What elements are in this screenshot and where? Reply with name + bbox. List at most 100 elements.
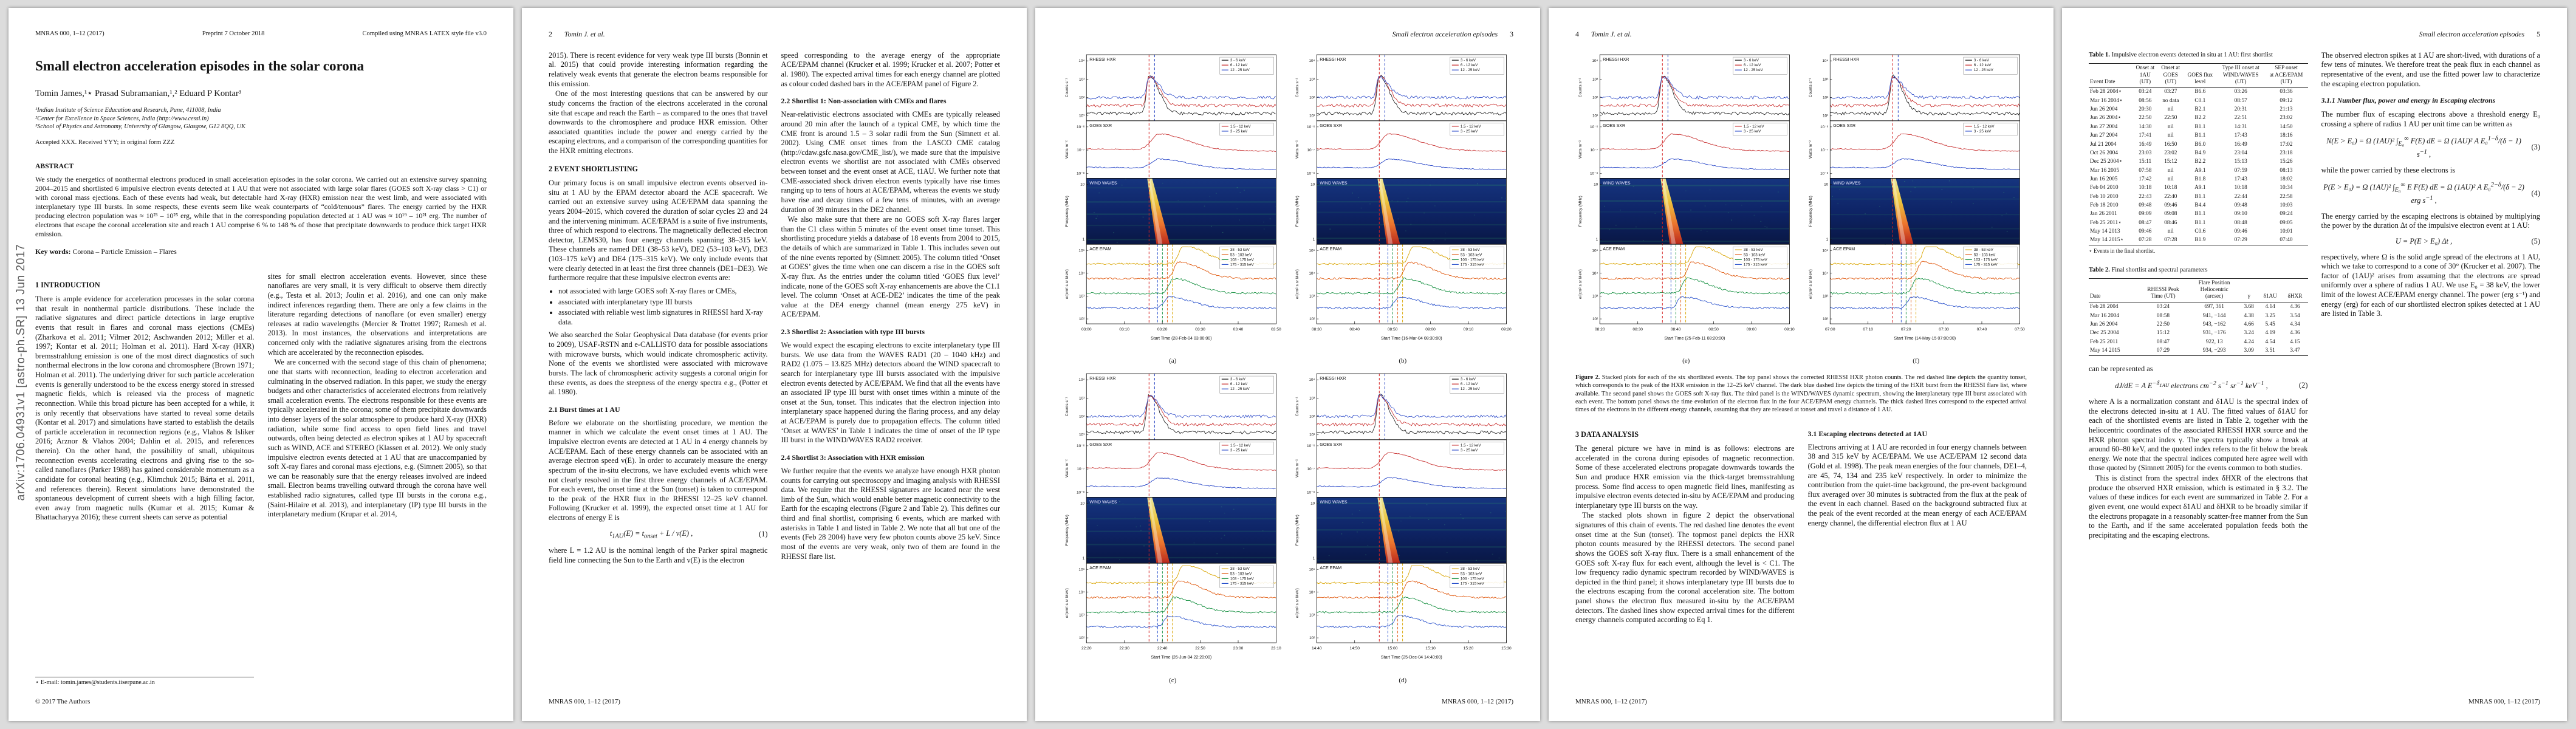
svg-text:GOES SXR: GOES SXR <box>1089 124 1112 128</box>
table-cell: 23:18 <box>2280 149 2293 156</box>
svg-text:Watts m⁻²: Watts m⁻² <box>1295 140 1300 159</box>
figure-panel: 10⁴ 10³ 10² 10¹ Counts s⁻¹ 10⁻⁶ 10⁻⁷ 10⁻⁸ Watts … <box>1806 51 2027 357</box>
paragraph: One of the most interesting questions th… <box>549 89 768 156</box>
paragraph: This is distinct from the spectral index… <box>2089 474 2308 539</box>
abstract-text: We study the energetics of nonthermal el… <box>35 174 487 238</box>
authors-line: Tomin James,¹⋆ Prasad Subramanian,¹,² Ed… <box>35 88 242 98</box>
table-cell: B6.0 <box>2194 141 2206 148</box>
svg-text:10²: 10² <box>1822 317 1828 321</box>
table-col-header: RHESSI Peak Time (UT) <box>2137 278 2189 303</box>
svg-text:175 - 315 keV: 175 - 315 keV <box>1230 582 1255 586</box>
svg-text:53 - 103 keV: 53 - 103 keV <box>1460 253 1482 257</box>
table-cell: 4.54 <box>2265 338 2275 345</box>
table-row: Mar 16 2004 08:58 941, −144 4.38 3.25 3.54 <box>2089 312 2308 320</box>
table-cell: Feb 10 2010 <box>2090 193 2119 200</box>
table-col-header: Date <box>2089 278 2138 303</box>
svg-text:10⁴: 10⁴ <box>1592 272 1598 276</box>
table-cell: 20:30 <box>2139 106 2152 113</box>
svg-text:53 - 103 keV: 53 - 103 keV <box>1230 572 1252 576</box>
svg-text:175 - 315 keV: 175 - 315 keV <box>1460 582 1484 586</box>
svg-text:10⁴: 10⁴ <box>1078 378 1084 382</box>
table-cell: May 14 2013 <box>2090 228 2120 234</box>
svg-text:103 - 175 keV: 103 - 175 keV <box>1973 258 1998 262</box>
table-col-header: δHXR <box>2282 278 2308 303</box>
svg-text:08:50: 08:50 <box>1708 327 1719 332</box>
subsection-heading-burst-times: 2.1 Burst times at 1 AU <box>549 405 620 414</box>
svg-text:Watts m⁻²: Watts m⁻² <box>1065 459 1069 478</box>
table-cell: nil <box>2167 228 2174 234</box>
paragraph: We further require that the events we an… <box>781 466 1001 561</box>
table-cell: 3.68 <box>2244 304 2254 310</box>
equation-4: P(E > E₀) = Ω (1AU)² ∫E₀∞ E F(E) dE = Ω … <box>2321 181 2540 205</box>
table-cell: nil <box>2167 106 2174 113</box>
table-caption-label: Table 2. <box>2089 266 2110 273</box>
svg-text:10⁴: 10⁴ <box>1592 59 1598 63</box>
table-cell: 07:40 <box>2280 237 2293 244</box>
table-cell: 08:48 <box>2234 219 2247 226</box>
svg-text:e/(cm² s sr MeV): e/(cm² s sr MeV) <box>1065 269 1069 299</box>
svg-text:38 - 53 keV: 38 - 53 keV <box>1230 567 1250 571</box>
svg-text:1.5 - 12 keV: 1.5 - 12 keV <box>1460 443 1481 448</box>
svg-text:GOES SXR: GOES SXR <box>1320 124 1342 128</box>
table-cell: 697, 361 <box>2204 304 2224 310</box>
equation-body: U = P(E > E₀) Δt , <box>2395 236 2453 245</box>
paragraph: Near-relativistic electrons associated w… <box>781 110 1001 214</box>
table-row: Jan 26 2011 09:09 09:08 B1.1 09:10 09:24 <box>2089 210 2308 219</box>
text-columns: Table 1. Impulsive electron events detec… <box>2089 51 2540 685</box>
figure-panel: 10⁴ 10³ 10² 10¹ Counts s⁻¹ 10⁻⁶ 10⁻⁷ 10⁻⁸ Watts … <box>1062 370 1284 676</box>
running-header: Small electron acceleration episodes 5 <box>2089 30 2540 39</box>
equation-body: P(E > E₀) = Ω (1AU)² ∫E₀∞ E F(E) dE = Ω … <box>2323 182 2524 205</box>
table-row: Jun 26 2004 20:30 nil B2.1 20:31 21:13 <box>2089 106 2308 114</box>
svg-text:6 - 12 keV: 6 - 12 keV <box>1460 382 1478 386</box>
svg-text:08:30: 08:30 <box>1311 327 1321 332</box>
subfigure-label: (e) <box>1682 357 1690 365</box>
svg-text:03:10: 03:10 <box>1119 327 1129 332</box>
table-cell: A9.1 <box>2194 167 2206 174</box>
svg-text:07:00: 07:00 <box>1824 327 1835 332</box>
svg-text:6 - 12 keV: 6 - 12 keV <box>1744 63 1761 67</box>
svg-text:12 - 25 keV: 12 - 25 keV <box>1744 68 1764 72</box>
table-cell: B1.1 <box>2194 193 2206 200</box>
paragraph: The general picture we have in mind is a… <box>1575 444 1795 510</box>
dates-line: Accepted XXX. Received YYY; in original … <box>35 139 175 146</box>
equation-body: N(E > E₀) = Ω (1AU)² ∫E₀∞ F(E) dE = Ω (1… <box>2326 135 2521 159</box>
svg-text:10: 10 <box>1824 182 1829 187</box>
svg-text:175 - 315 keV: 175 - 315 keV <box>1230 262 1255 267</box>
running-header: 2 Tomin J. et al. <box>549 30 1000 39</box>
svg-text:3 - 25 keV: 3 - 25 keV <box>1973 129 1991 134</box>
svg-text:10²: 10² <box>1079 415 1085 419</box>
table-row: Dec 25 2004 15:12 931, −176 3.24 4.19 4.36 <box>2089 329 2308 338</box>
column-right: 3.1 Escaping electrons detected at 1AU E… <box>1808 422 2027 695</box>
table-cell: 4.19 <box>2265 330 2275 337</box>
svg-text:10²: 10² <box>1822 95 1828 100</box>
table-cell: 22:40 <box>2164 193 2177 200</box>
table-row: Feb 04 2010 10:18 10:18 A9.1 10:18 10:34 <box>2089 184 2308 193</box>
table-cell: 17:42 <box>2139 176 2152 182</box>
table-cell: nil <box>2167 123 2174 130</box>
affiliation-3: ³School of Physics and Astronomy, Univer… <box>35 123 245 131</box>
table-cell: 941, −144 <box>2202 312 2226 319</box>
table-cell: May 14 2015⋆ <box>2090 237 2124 244</box>
svg-text:23:00: 23:00 <box>1233 646 1244 651</box>
svg-text:10³: 10³ <box>1079 77 1085 81</box>
table-cell: 08:46 <box>2164 219 2177 226</box>
svg-text:10⁻⁶: 10⁻⁶ <box>1307 444 1315 448</box>
subfigure-b: 10⁴ 10³ 10² 10¹ Counts s⁻¹ 10⁻⁶ 10⁻⁷ 10⁻⁸ Watts … <box>1292 51 1514 369</box>
page1-header: MNRAS 000, 1–12 (2017) Preprint 7 Octobe… <box>35 30 487 38</box>
column-left: 3 DATA ANALYSIS The general picture we h… <box>1575 422 1795 695</box>
svg-text:08:20: 08:20 <box>1595 327 1605 332</box>
svg-text:e/(cm² s sr MeV): e/(cm² s sr MeV) <box>1065 588 1069 618</box>
svg-text:Frequency (MHz): Frequency (MHz) <box>1295 196 1300 227</box>
arxiv-stamp: arXiv:1706.04931v1 [astro-ph.SR] 13 Jun … <box>15 244 28 501</box>
svg-text:1: 1 <box>1312 238 1315 242</box>
svg-text:Counts s⁻¹: Counts s⁻¹ <box>1578 78 1583 98</box>
table-cell: 4.14 <box>2265 304 2275 310</box>
svg-text:10⁻⁷: 10⁻⁷ <box>1307 148 1315 152</box>
svg-text:10²: 10² <box>1309 95 1315 100</box>
equation-3: N(E > E₀) = Ω (1AU)² ∫E₀∞ F(E) dE = Ω (1… <box>2321 135 2540 159</box>
table-caption-text: Final shortlist and spectral parameters <box>2111 266 2208 273</box>
equation-body: t1AU(E) = tonset + L / v(E) , <box>609 529 693 540</box>
table-cell: B1.1 <box>2194 219 2206 226</box>
table-cell: 09:48 <box>2139 202 2152 208</box>
table-cell: 10:18 <box>2234 185 2247 191</box>
